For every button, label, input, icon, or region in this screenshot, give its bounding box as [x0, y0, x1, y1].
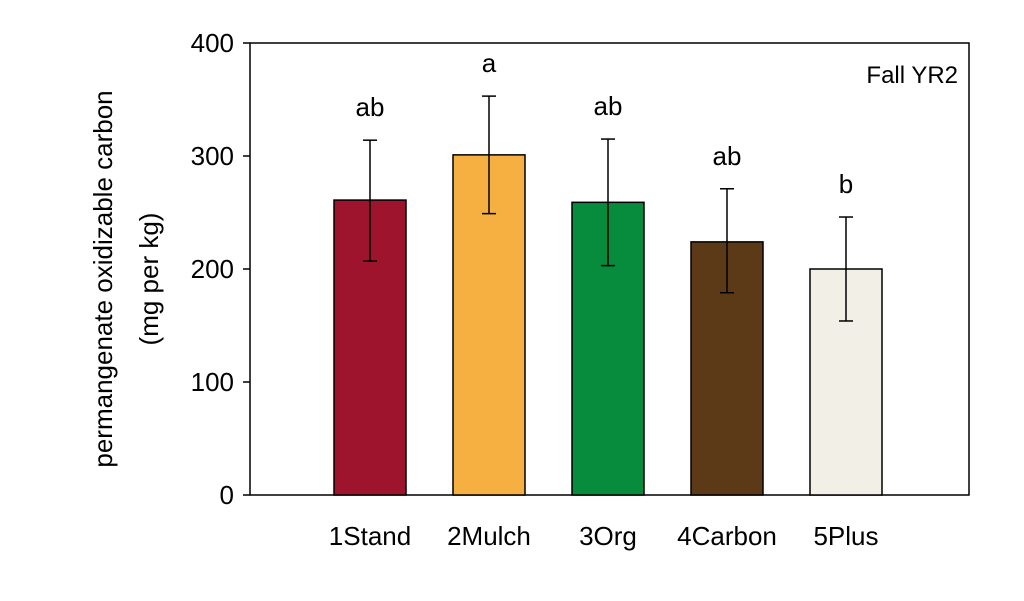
y-tick-label: 200	[191, 254, 234, 284]
y-tick-label: 400	[191, 28, 234, 58]
error-bars	[363, 95, 853, 322]
category-label: 4Carbon	[677, 521, 777, 551]
category-label: 2Mulch	[447, 521, 531, 551]
panel-label: Fall YR2	[866, 62, 958, 89]
significance-label: ab	[713, 141, 742, 171]
significance-label: ab	[356, 92, 385, 122]
significance-label: a	[482, 48, 497, 78]
y-axis-title-line2: (mg per kg)	[134, 213, 164, 346]
category-label: 5Plus	[813, 521, 878, 551]
y-tick-label: 0	[220, 480, 234, 510]
category-label: 1Stand	[329, 521, 411, 551]
y-axis-title-line1: permangenate oxidizable carbon	[88, 90, 118, 467]
y-axis-title: permangenate oxidizable carbon (mg per k…	[88, 90, 164, 467]
significance-label: b	[839, 169, 853, 199]
y-tick-label: 100	[191, 367, 234, 397]
significance-label: ab	[594, 91, 623, 121]
significance-labels: ab a ab ab b	[356, 48, 854, 199]
y-tick-label: 300	[191, 141, 234, 171]
bars	[333, 154, 883, 496]
category-label: 3Org	[579, 521, 637, 551]
y-axis: 0 100 200 300 400	[191, 28, 250, 510]
category-labels: 1Stand 2Mulch 3Org 4Carbon 5Plus	[329, 521, 879, 551]
